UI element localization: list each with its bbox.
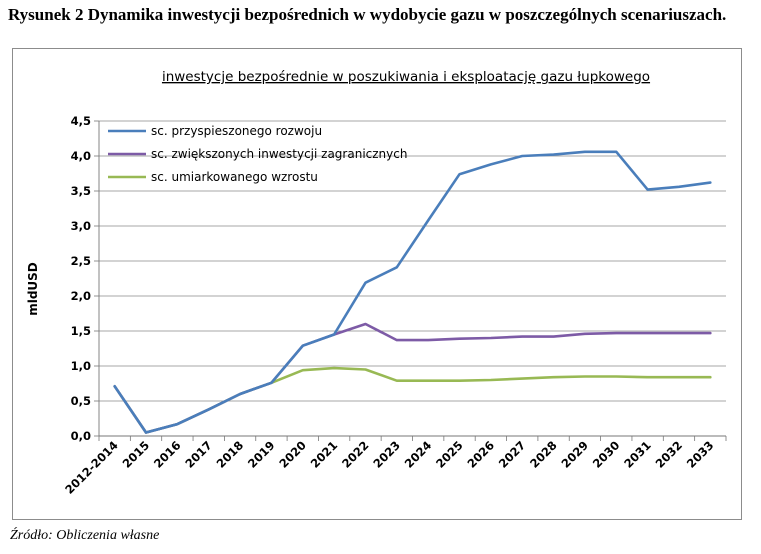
series-line (113, 150, 712, 434)
x-tick-label: 2027 (496, 438, 529, 471)
y-tick-label: 0,0 (71, 429, 91, 443)
x-tick-label: 2019 (245, 438, 278, 471)
legend-label: sc. zwiększonych inwestycji zagranicznyc… (151, 147, 407, 161)
series-line (113, 322, 712, 434)
y-tick-label: 0,5 (71, 394, 91, 408)
x-tick-label: 2030 (590, 438, 623, 471)
x-tick-label: 2023 (370, 438, 403, 471)
data-series (113, 150, 712, 434)
y-tick-label: 1,5 (71, 324, 91, 338)
x-tick-label: 2032 (653, 438, 686, 471)
y-tick-label: 2,5 (71, 254, 91, 268)
chart-title: inwestycje bezpośrednie w poszukiwania i… (162, 69, 650, 85)
x-tick-label: 2017 (182, 438, 215, 471)
y-tick-labels: 0,0 0,5 1,0 1,5 2,0 2,5 3,0 3,5 4,0 4,5 (71, 114, 91, 443)
y-tick-label: 3,5 (71, 184, 91, 198)
series-line (113, 366, 712, 434)
x-tick-label: 2012-2014 (62, 438, 121, 497)
x-tick-labels: 2012-20142015201620172018201920202021202… (62, 438, 716, 497)
gridlines (99, 120, 726, 402)
x-tick-label: 2025 (433, 438, 466, 471)
x-tick-label: 2026 (464, 438, 497, 471)
y-tick-label: 4,0 (71, 149, 91, 163)
legend-label: sc. przyspieszonego rozwoju (151, 124, 322, 138)
x-tick-label: 2021 (308, 438, 341, 471)
y-tick-label: 4,5 (71, 114, 91, 128)
x-tick-label: 2022 (339, 438, 372, 471)
chart-frame: inwestycje bezpośrednie w poszukiwania i… (12, 48, 742, 520)
x-tick-label: 2020 (276, 438, 309, 471)
y-tick-label: 1,0 (71, 359, 91, 373)
x-tick-label: 2031 (621, 438, 654, 471)
x-tick-label: 2015 (120, 438, 153, 471)
y-tick-label: 3,0 (71, 219, 91, 233)
y-axis-label: mldUSD (26, 262, 40, 316)
x-tick-label: 2024 (402, 438, 435, 471)
line-chart: inwestycje bezpośrednie w poszukiwania i… (26, 69, 727, 497)
x-tick-label: 2033 (684, 438, 717, 471)
figure-caption: Rysunek 2 Dynamika inwestycji bezpośredn… (8, 5, 727, 24)
chart-legend: sc. przyspieszonego rozwoju sc. zwiększon… (108, 124, 407, 184)
axes (94, 120, 727, 441)
x-tick-label: 2029 (559, 438, 592, 471)
legend-label: sc. umiarkowanego wzrostu (151, 170, 318, 184)
x-tick-label: 2028 (527, 438, 560, 471)
y-tick-label: 2,0 (71, 289, 91, 303)
x-tick-label: 2016 (151, 438, 184, 471)
source-note: Źródło: Obliczenia własne (10, 528, 160, 543)
x-tick-label: 2018 (214, 438, 247, 471)
